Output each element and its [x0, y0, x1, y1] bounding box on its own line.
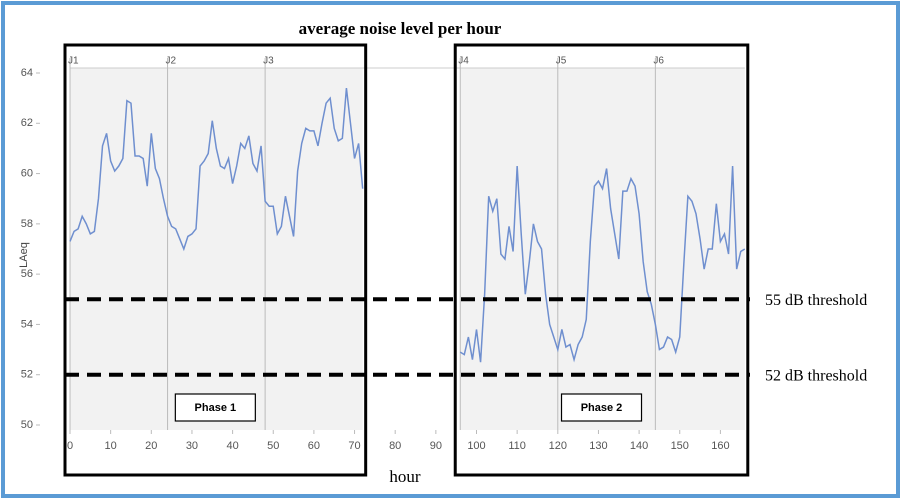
y-axis-label: LAeq	[18, 242, 30, 268]
x-tick-label: 130	[589, 440, 607, 452]
y-tick-label: 50	[21, 419, 33, 431]
phase-box	[63, 43, 368, 477]
x-tick-label: 90	[430, 440, 442, 452]
y-tick-label: 58	[21, 218, 33, 230]
day-label: J4	[458, 56, 469, 67]
plot-background	[460, 68, 745, 430]
x-tick-label: 120	[549, 440, 567, 452]
y-tick-label: 64	[21, 67, 33, 79]
x-tick-label: 40	[226, 440, 238, 452]
x-tick-label: 100	[467, 440, 485, 452]
y-tick-label: 60	[21, 167, 33, 179]
x-tick-label: 140	[630, 440, 648, 452]
x-tick-label: 160	[711, 440, 729, 452]
day-label: J3	[263, 56, 274, 67]
chart-title: average noise level per hour	[299, 19, 502, 38]
x-axis-label: hour	[389, 467, 421, 486]
x-tick-label: 20	[145, 440, 157, 452]
phase-label: Phase 1	[195, 402, 237, 414]
x-tick-label: 30	[186, 440, 198, 452]
plot-background	[70, 68, 363, 430]
x-tick-label: 150	[671, 440, 689, 452]
phase-box	[453, 43, 750, 477]
x-tick-label: 80	[389, 440, 401, 452]
x-tick-label: 50	[267, 440, 279, 452]
x-tick-label: 10	[105, 440, 117, 452]
x-tick-label: 60	[308, 440, 320, 452]
phase-label-box	[174, 393, 256, 422]
x-tick-label: 0	[67, 440, 73, 452]
phase-label: Phase 2	[581, 402, 623, 414]
day-label: J6	[653, 56, 664, 67]
y-tick-label: 54	[21, 318, 33, 330]
threshold-label: 52 dB threshold	[765, 367, 867, 384]
day-label: J1	[68, 56, 79, 67]
y-tick-label: 62	[21, 117, 33, 129]
x-tick-label: 70	[348, 440, 360, 452]
phase-label-box	[560, 393, 643, 422]
threshold-label: 55 dB threshold	[765, 292, 867, 309]
x-tick-label: 110	[508, 440, 526, 452]
day-label: J2	[166, 56, 177, 67]
y-tick-label: 56	[21, 268, 33, 280]
day-label: J5	[556, 56, 567, 67]
y-tick-label: 52	[21, 369, 33, 381]
data-line	[69, 87, 746, 363]
